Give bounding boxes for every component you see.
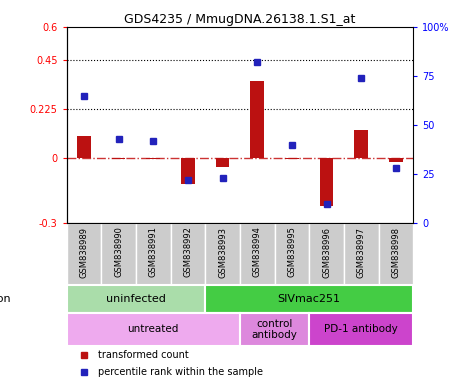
Text: GSM838990: GSM838990 (114, 227, 123, 277)
Text: GSM838991: GSM838991 (149, 227, 158, 277)
Text: transformed count: transformed count (98, 350, 189, 360)
Bar (101, 223, 136, 285)
Bar (309, 223, 344, 285)
Bar (205, 223, 240, 285)
Bar (205, 285, 413, 313)
Bar (77, 136, 91, 158)
Bar (216, 158, 229, 167)
Bar (354, 129, 368, 158)
Bar (389, 158, 403, 162)
Bar (250, 81, 264, 158)
Text: GSM838994: GSM838994 (253, 227, 262, 277)
Text: infection: infection (0, 294, 11, 304)
Bar (171, 223, 205, 285)
Bar (344, 223, 379, 285)
Bar (379, 223, 413, 285)
Bar (285, 158, 299, 159)
Bar (66, 223, 101, 285)
Text: GSM838992: GSM838992 (183, 227, 192, 277)
Text: GSM838997: GSM838997 (357, 227, 366, 278)
Bar (136, 223, 171, 285)
Bar (240, 223, 275, 285)
Text: GSM838996: GSM838996 (322, 227, 331, 278)
Bar (66, 313, 240, 346)
Bar (320, 158, 333, 206)
Title: GDS4235 / MmugDNA.26138.1.S1_at: GDS4235 / MmugDNA.26138.1.S1_at (124, 13, 356, 26)
Bar (112, 158, 125, 159)
Text: uninfected: uninfected (106, 294, 166, 304)
Text: untreated: untreated (127, 324, 179, 334)
Text: SIVmac251: SIVmac251 (278, 294, 341, 304)
Text: GSM838995: GSM838995 (287, 227, 296, 277)
Bar (181, 158, 195, 184)
Text: GSM838989: GSM838989 (79, 227, 88, 278)
Bar (275, 223, 309, 285)
Text: PD-1 antibody: PD-1 antibody (324, 324, 398, 334)
Bar (66, 285, 205, 313)
Text: GSM838998: GSM838998 (391, 227, 400, 278)
Text: control
antibody: control antibody (252, 319, 297, 340)
Bar (309, 313, 413, 346)
Bar (240, 313, 309, 346)
Text: percentile rank within the sample: percentile rank within the sample (98, 367, 263, 377)
Text: GSM838993: GSM838993 (218, 227, 227, 278)
Bar (146, 158, 160, 159)
